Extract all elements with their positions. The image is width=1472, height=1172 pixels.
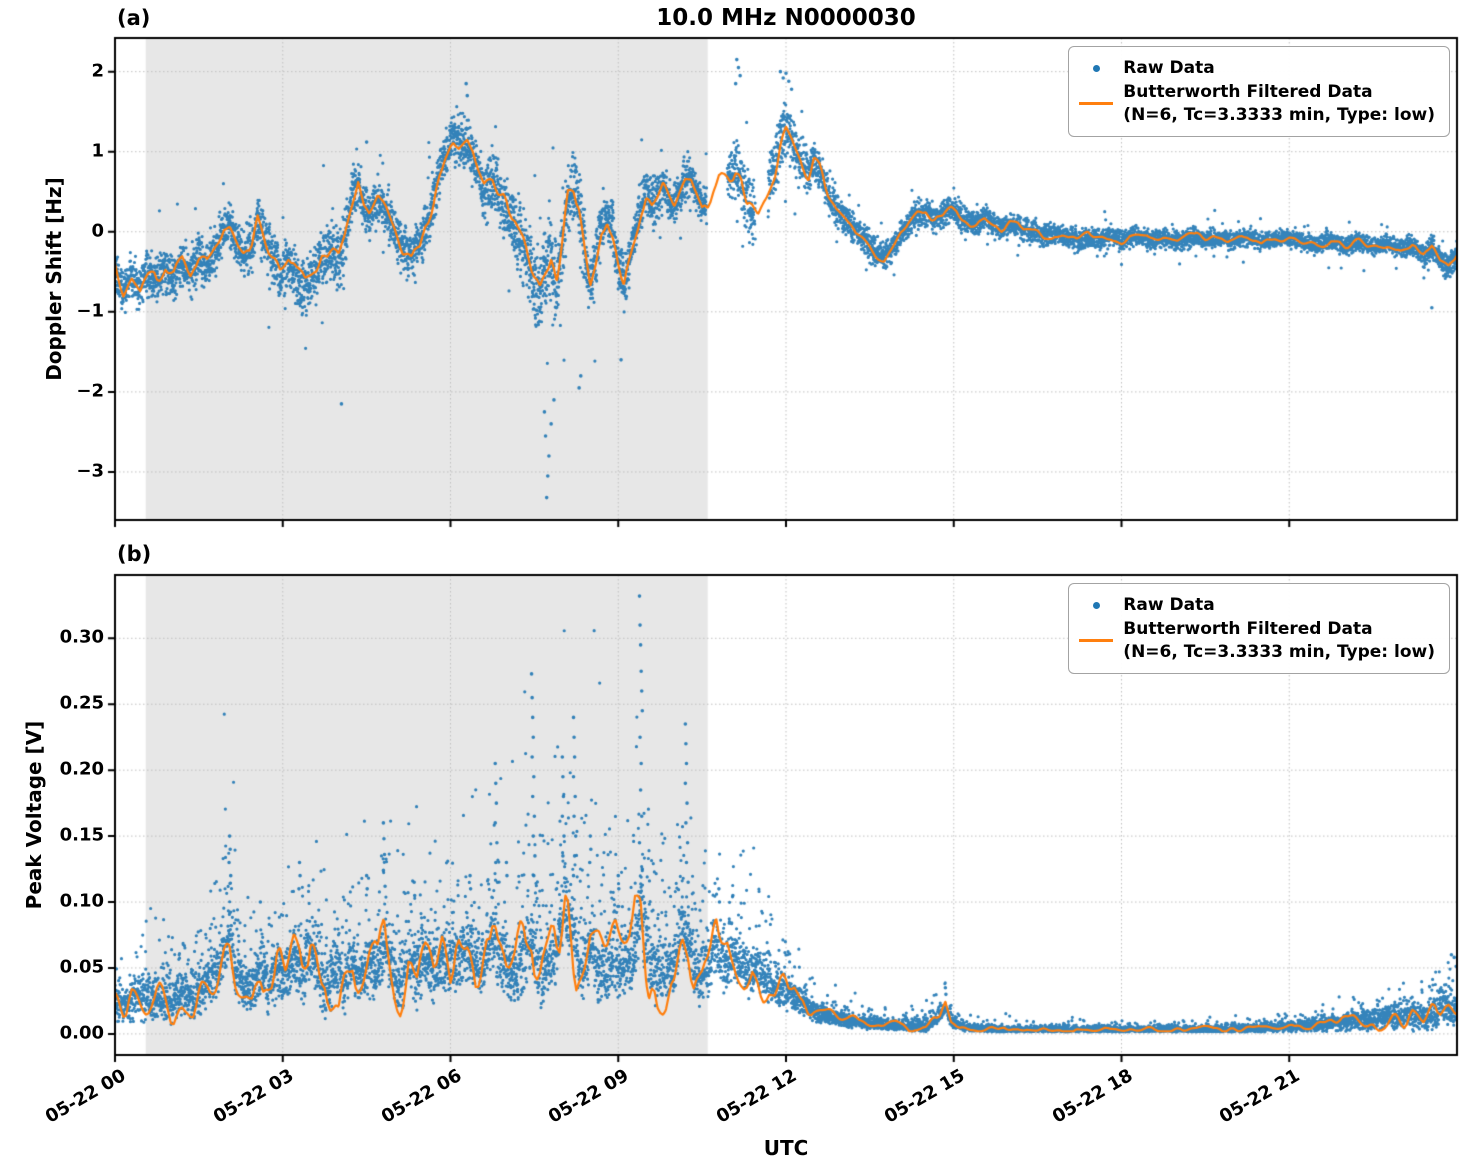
legend-filtered-label: Butterworth Filtered Data bbox=[1123, 619, 1373, 640]
chart-title: 10.0 MHz N0000030 bbox=[656, 5, 916, 31]
filtered-marker-handle bbox=[1079, 102, 1114, 106]
y-tick-label: 0 bbox=[91, 220, 104, 242]
legend-filtered-label-block: Butterworth Filtered Data (N=6, Tc=3.333… bbox=[1123, 81, 1435, 126]
y-tick-label: 0.05 bbox=[59, 956, 104, 978]
legend-filtered-sublabel: (N=6, Tc=3.3333 min, Type: low) bbox=[1123, 104, 1435, 125]
legend-entry-filtered: Butterworth Filtered Data (N=6, Tc=3.333… bbox=[1079, 81, 1435, 126]
y-tick-label: 2 bbox=[91, 60, 104, 82]
legend-raw-label: Raw Data bbox=[1123, 595, 1215, 615]
x-axis-label: UTC bbox=[763, 1136, 809, 1160]
y-tick-label: 0.25 bbox=[59, 692, 104, 714]
y-tick-label: −3 bbox=[76, 460, 104, 482]
filtered-line-icon bbox=[1079, 102, 1114, 106]
y-axis-label-voltage: Peak Voltage [V] bbox=[22, 720, 46, 910]
y-tick-label: 0.10 bbox=[59, 890, 104, 912]
panel-b-label: (b) bbox=[117, 542, 152, 566]
legend-entry-filtered: Butterworth Filtered Data (N=6, Tc=3.333… bbox=[1079, 618, 1435, 663]
legend-raw-label: Raw Data bbox=[1123, 58, 1215, 78]
y-tick-label: −1 bbox=[76, 300, 104, 322]
panel-a-label: (a) bbox=[117, 6, 151, 30]
y-tick-label: 0.15 bbox=[59, 824, 104, 846]
legend-entry-raw: Raw Data bbox=[1079, 57, 1435, 79]
raw-marker-handle bbox=[1079, 64, 1113, 72]
y-tick-label: 0.30 bbox=[59, 626, 104, 648]
legend-panel-a: Raw Data Butterworth Filtered Data (N=6,… bbox=[1068, 46, 1450, 138]
legend-filtered-sublabel: (N=6, Tc=3.3333 min, Type: low) bbox=[1123, 641, 1435, 662]
legend-filtered-label: Butterworth Filtered Data bbox=[1123, 82, 1373, 103]
y-axis-label-doppler: Doppler Shift [Hz] bbox=[42, 177, 66, 381]
legend-filtered-label-block: Butterworth Filtered Data (N=6, Tc=3.333… bbox=[1123, 618, 1435, 663]
raw-data-dot-icon bbox=[1092, 601, 1100, 609]
raw-marker-handle bbox=[1079, 601, 1113, 609]
legend-entry-raw: Raw Data bbox=[1079, 594, 1435, 616]
y-tick-label: 0.20 bbox=[59, 758, 104, 780]
raw-data-dot-icon bbox=[1092, 64, 1100, 72]
filtered-marker-handle bbox=[1079, 639, 1114, 643]
y-tick-label: 0.00 bbox=[59, 1022, 104, 1044]
y-tick-label: 1 bbox=[91, 140, 104, 162]
filtered-line-icon bbox=[1079, 639, 1114, 643]
legend-panel-b: Raw Data Butterworth Filtered Data (N=6,… bbox=[1068, 583, 1450, 675]
y-tick-label: −2 bbox=[76, 380, 104, 402]
